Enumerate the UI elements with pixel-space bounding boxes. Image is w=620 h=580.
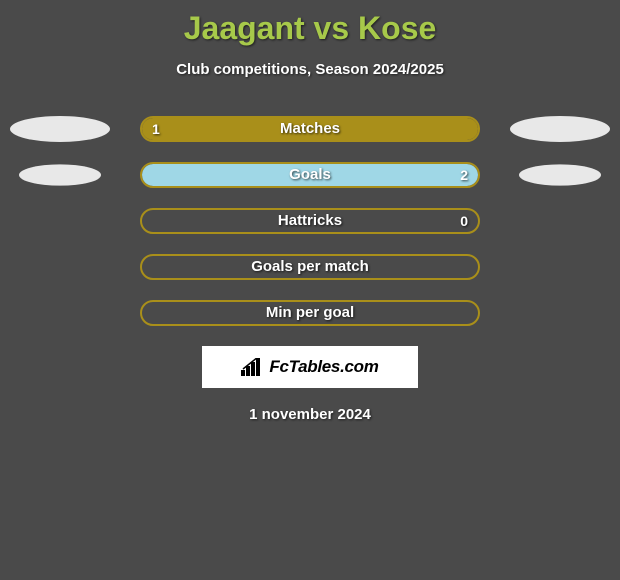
- page-title: Jaagant vs Kose: [0, 0, 620, 47]
- brand-text: FcTables.com: [269, 357, 378, 377]
- page-subtitle: Club competitions, Season 2024/2025: [0, 61, 620, 78]
- stat-bar: [140, 300, 480, 326]
- ellipse-right: [519, 164, 601, 185]
- chart-icon: [241, 358, 263, 376]
- bar-fill-right: [142, 164, 478, 186]
- stat-row: Hattricks0: [0, 208, 620, 234]
- date-text: 1 november 2024: [0, 406, 620, 423]
- stat-bar: [140, 208, 480, 234]
- stats-container: Matches1 Goals2 Hattricks0 Goals per match M…: [0, 116, 620, 326]
- bar-fill-left: [142, 118, 478, 140]
- ellipse-left: [10, 116, 110, 142]
- ellipse-right: [510, 116, 610, 142]
- stat-bar: [140, 162, 480, 188]
- stat-bar: [140, 116, 480, 142]
- stat-bar: [140, 254, 480, 280]
- stat-row: Min per goal: [0, 300, 620, 326]
- stat-row: Matches1: [0, 116, 620, 142]
- stat-row: Goals per match: [0, 254, 620, 280]
- stat-row: Goals2: [0, 162, 620, 188]
- ellipse-left: [19, 164, 101, 185]
- brand-box[interactable]: FcTables.com: [202, 346, 418, 388]
